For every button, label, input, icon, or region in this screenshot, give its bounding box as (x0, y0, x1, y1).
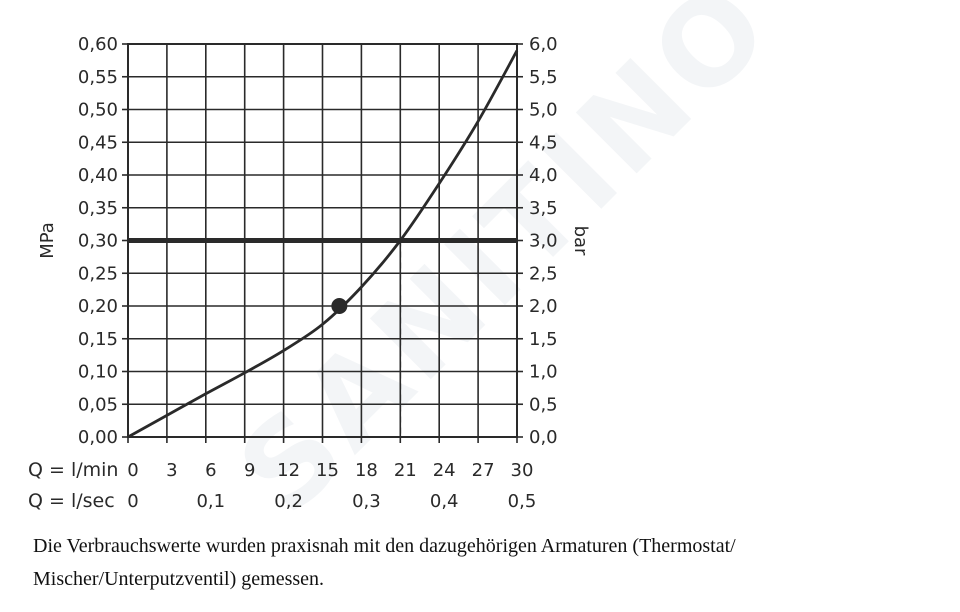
y-tick-label-left: 0,55 (78, 67, 118, 88)
x-tick-label-lmin: 30 (511, 460, 534, 481)
series (127, 49, 519, 439)
y-tick-label-right: 1,0 (529, 362, 558, 383)
y-tick-label-left: 0,35 (78, 198, 118, 219)
tick-labels: 0,000,050,100,150,200,250,300,350,400,45… (28, 34, 591, 512)
x-tick-label-lmin: 6 (205, 460, 216, 481)
x-tick-label-lsec: 0,3 (352, 491, 381, 512)
x-tick-label-lmin: 18 (355, 460, 378, 481)
x-row-label-lmin: Q = l/min (28, 459, 118, 481)
x-tick-label-lmin: 21 (394, 460, 417, 481)
y-tick-label-left: 0,10 (78, 362, 118, 383)
chart-caption: Die Verbrauchswerte wurden praxisnah mit… (33, 535, 736, 590)
y-tick-label-left: 0,00 (78, 427, 118, 448)
x-tick-label-lsec: 0,5 (508, 491, 537, 512)
x-tick-label-lmin: 9 (244, 460, 255, 481)
y-tick-label-left: 0,30 (78, 231, 118, 252)
y-tick-label-right: 3,0 (529, 231, 558, 252)
marker-point (331, 298, 348, 314)
y-tick-label-right: 3,5 (529, 198, 558, 219)
y-tick-label-left: 0,40 (78, 165, 118, 186)
y-tick-label-left: 0,05 (78, 394, 118, 415)
y-tick-label-left: 0,45 (78, 132, 118, 153)
y-tick-label-right: 2,0 (529, 296, 558, 317)
y-tick-label-left: 0,15 (78, 329, 118, 350)
x-tick-label-lmin: 24 (433, 460, 456, 481)
x-tick-label-lsec: 0 (127, 491, 138, 512)
x-tick-label-lmin: 3 (166, 460, 177, 481)
x-tick-label-lmin: 12 (277, 460, 300, 481)
y-tick-label-left: 0,25 (78, 263, 118, 284)
y-axis-label-left: MPa (37, 222, 58, 259)
y-tick-label-right: 0,0 (529, 427, 558, 448)
x-tick-label-lsec: 0,4 (430, 491, 459, 512)
watermark-logo: SANITINO (212, 0, 798, 540)
y-tick-label-left: 0,50 (78, 100, 118, 121)
y-tick-label-left: 0,60 (78, 34, 118, 55)
y-tick-label-right: 1,5 (529, 329, 558, 350)
y-tick-label-right: 6,0 (529, 34, 558, 55)
y-tick-label-right: 2,5 (529, 263, 558, 284)
y-tick-label-left: 0,20 (78, 296, 118, 317)
y-tick-label-right: 5,5 (529, 67, 558, 88)
flow-curve (127, 49, 519, 439)
y-tick-label-right: 4,0 (529, 165, 558, 186)
y-tick-label-right: 0,5 (529, 394, 558, 415)
y-axis-label-right: bar (570, 226, 591, 256)
y-tick-label-right: 5,0 (529, 100, 558, 121)
x-tick-label-lsec: 0,1 (196, 491, 225, 512)
x-tick-label-lsec: 0,2 (274, 491, 303, 512)
x-tick-label-lmin: 27 (472, 460, 495, 481)
x-tick-label-lmin: 15 (316, 460, 339, 481)
y-tick-label-right: 4,5 (529, 132, 558, 153)
x-row-label-lsec: Q = l/sec (28, 490, 115, 512)
x-tick-label-lmin: 0 (127, 460, 138, 481)
